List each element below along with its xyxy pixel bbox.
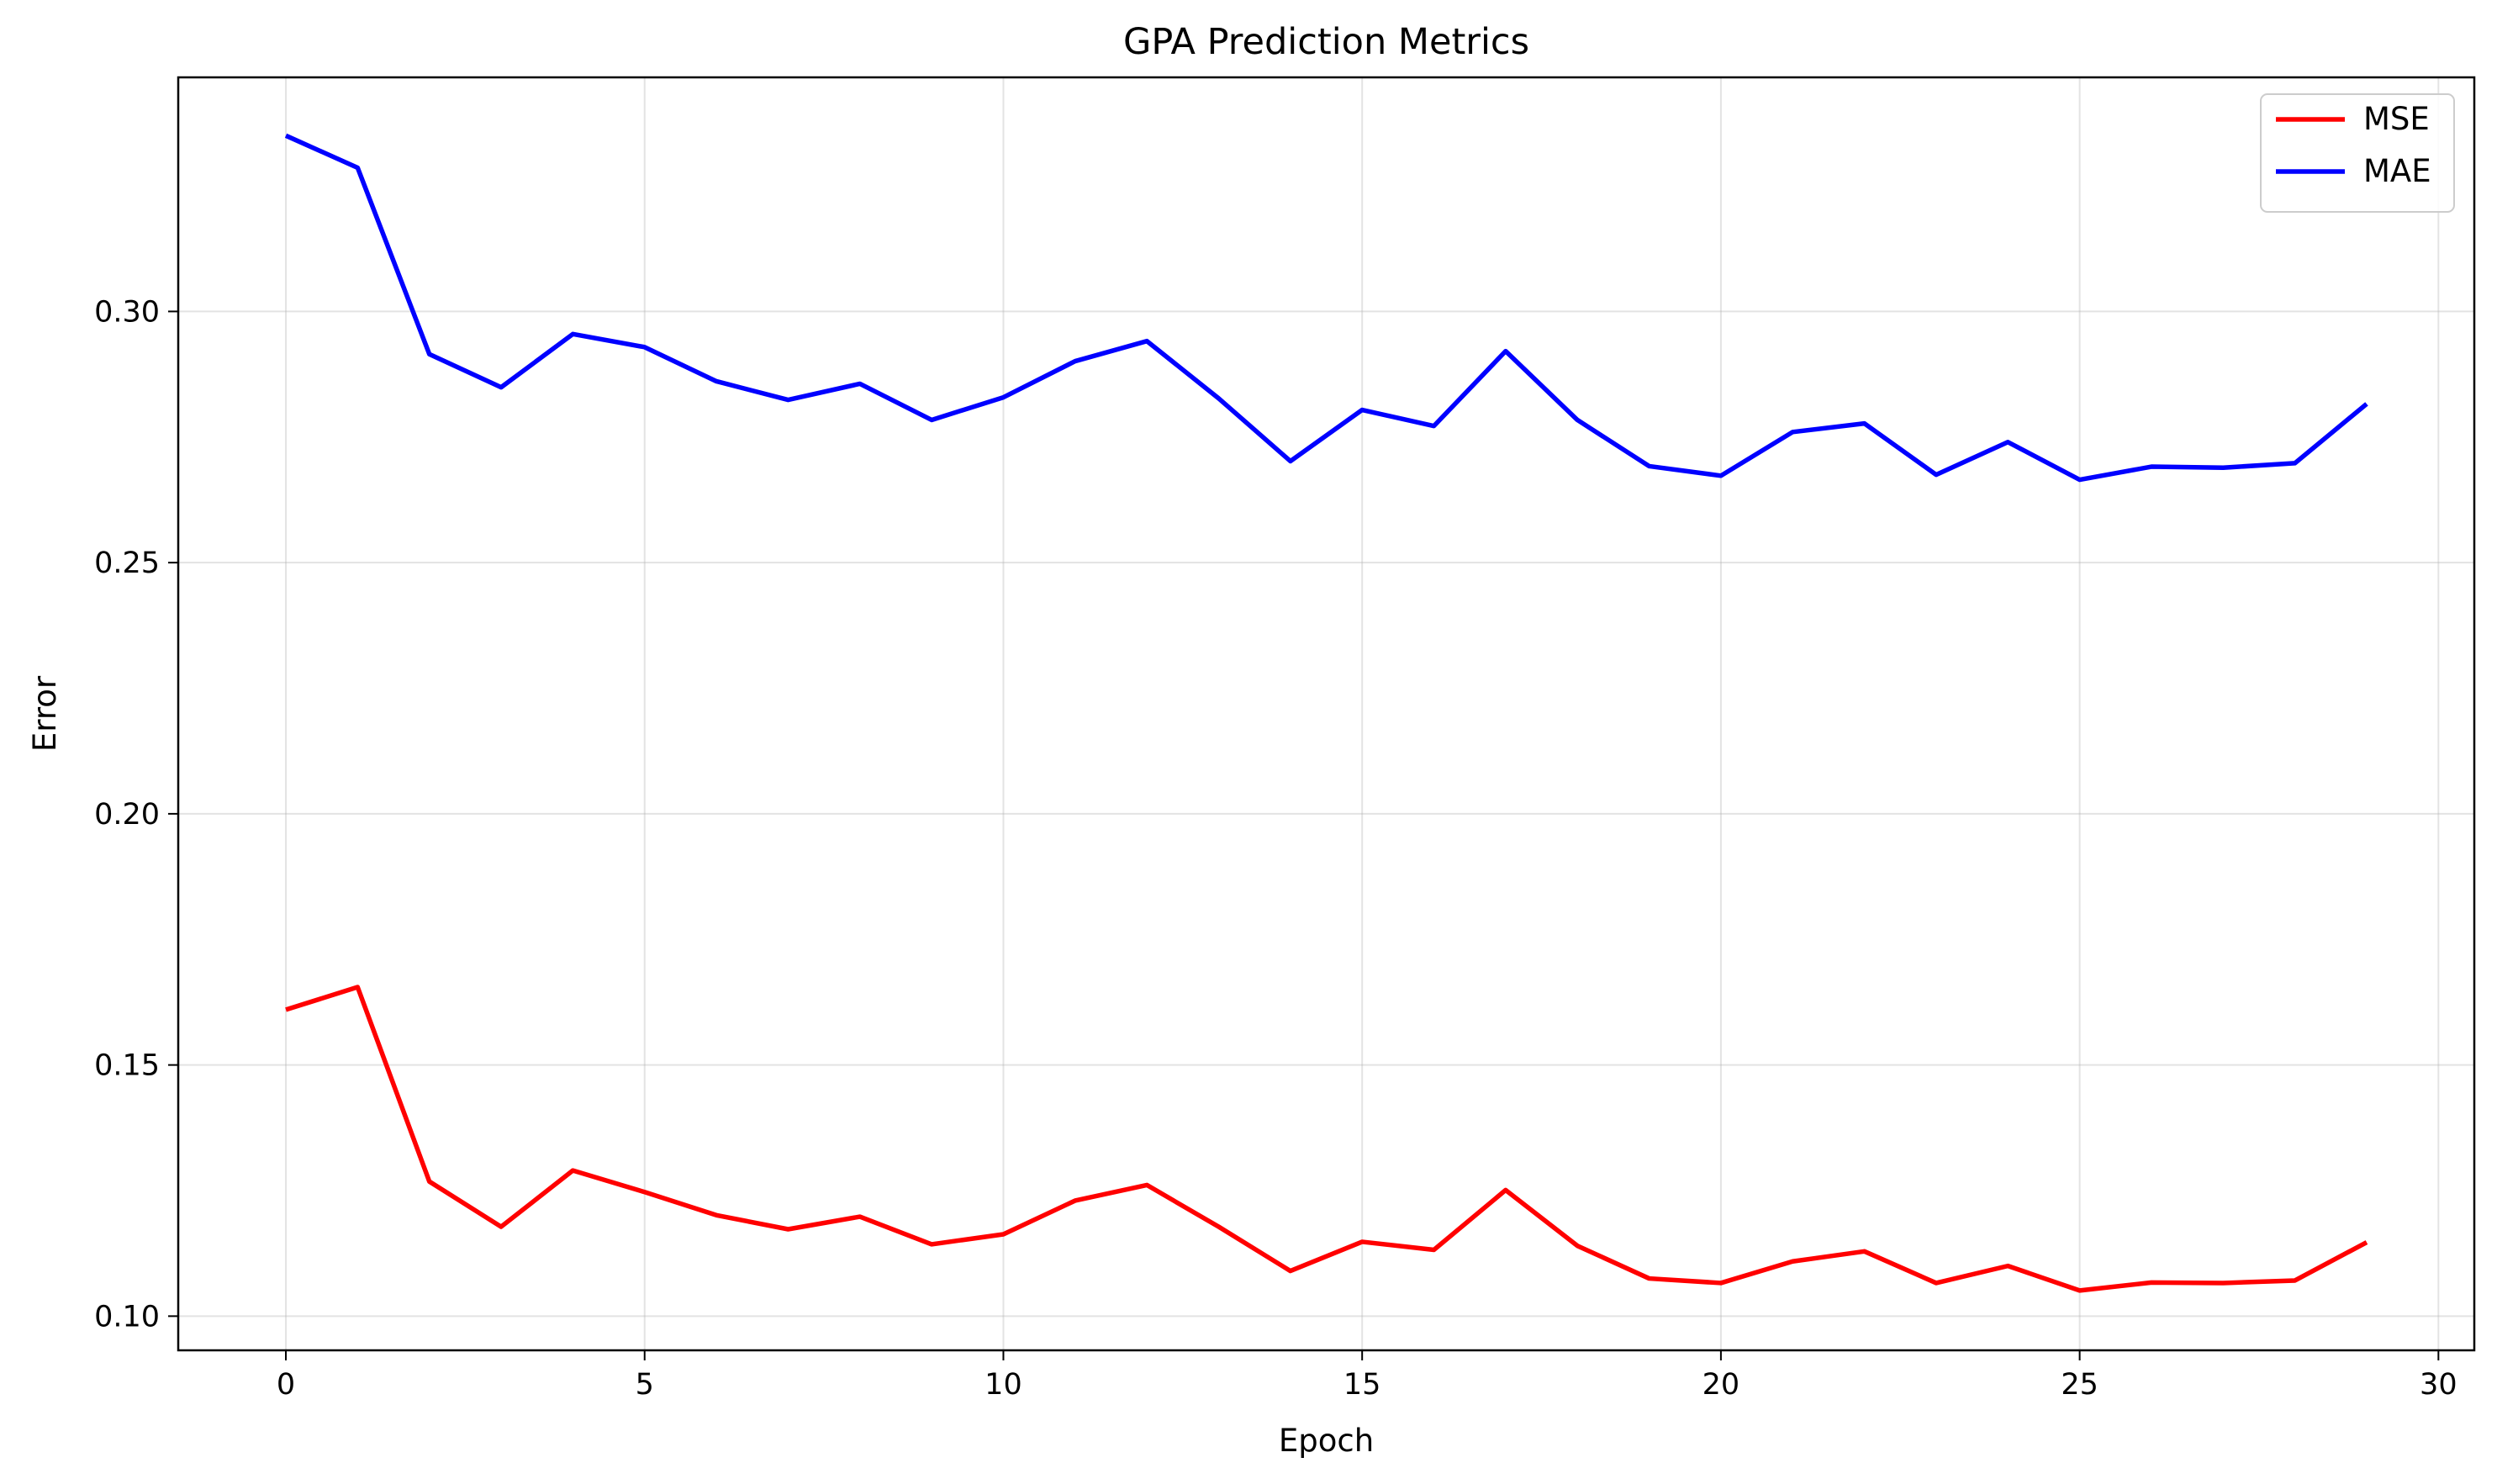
x-tick-label: 15 [1344,1368,1381,1402]
series-line-mae [284,133,2368,483]
plot-frame [177,76,2476,1352]
x-axis-label: Epoch [1279,1423,1374,1459]
legend-label-mse: MSE [2363,101,2430,137]
chart-title: GPA Prediction Metrics [1123,21,1529,63]
x-tick-label: 10 [985,1368,1022,1402]
x-tick-label: 25 [2061,1368,2098,1402]
series-layer [284,133,2368,1293]
legend: MSE MAE [2260,93,2455,213]
x-tick-label: 20 [1702,1368,1740,1402]
y-tick-label: 0.15 [94,1049,160,1083]
y-tick-label: 0.30 [94,295,160,329]
grid [178,77,2474,1350]
x-tick-label: 30 [2420,1368,2457,1402]
y-tick-label: 0.25 [94,547,160,580]
legend-label-mae: MAE [2363,153,2431,189]
y-tick-label: 0.10 [94,1300,160,1333]
x-tick-label: 0 [277,1368,295,1402]
y-axis-label: Error [27,675,63,752]
series-line-mse [285,985,2368,1293]
y-tick-label: 0.20 [94,798,160,832]
x-tick-label: 5 [636,1368,654,1402]
legend-box [2260,93,2455,213]
ticks: 0 5 10 15 20 25 30 0.10 0.15 0.20 0.25 0.30 [94,295,2457,1402]
